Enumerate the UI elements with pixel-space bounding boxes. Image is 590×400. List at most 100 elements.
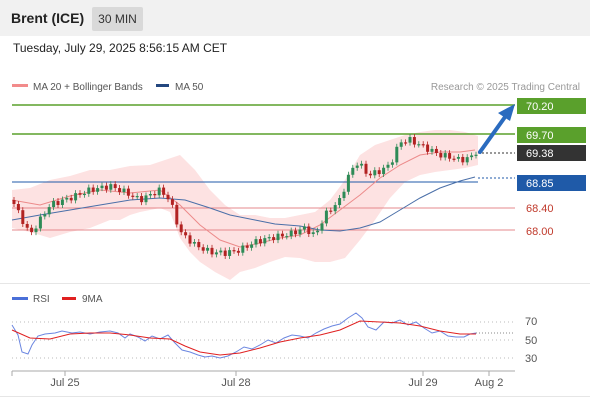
candlesticks: [12, 134, 478, 259]
x-label-jul28: Jul 28: [221, 377, 250, 389]
price-tag-69-70: 69.70: [517, 127, 586, 143]
candle-body: [258, 239, 262, 244]
candle-body: [302, 226, 306, 230]
price-tag-68-85: 68.85: [517, 175, 586, 191]
rsi-legend-swatch: [12, 297, 28, 300]
instrument-title: Brent (ICE): [11, 10, 85, 26]
candle-body: [346, 174, 350, 192]
candle-body: [82, 193, 86, 196]
candle-body: [434, 148, 438, 154]
forecast-arrow-shaft: [478, 115, 507, 154]
candle-body: [166, 194, 170, 200]
credit-text: Research © 2025 Trading Central: [431, 82, 580, 93]
candle-body: [399, 142, 403, 147]
candle-body: [153, 193, 157, 196]
price-label-68-40: 68.40: [526, 203, 554, 215]
candle-body: [289, 230, 293, 237]
svg-text:69.70: 69.70: [526, 130, 554, 142]
candle-body: [38, 216, 42, 229]
candle-body: [78, 193, 82, 195]
candle-body: [320, 223, 324, 231]
candle-body: [162, 187, 166, 195]
candle-body: [47, 207, 51, 215]
candle-body: [25, 223, 29, 228]
ma20-legend-swatch: [12, 84, 28, 87]
candle-body: [56, 201, 60, 206]
svg-text:69.38: 69.38: [526, 148, 554, 160]
candle-body: [272, 237, 276, 241]
candle-body: [219, 250, 223, 253]
candle-body: [452, 158, 456, 160]
candle-body: [474, 154, 478, 156]
candle-body: [104, 185, 108, 190]
candle-body: [241, 245, 245, 253]
price-tag-70-20: 70.20: [517, 98, 586, 114]
candle-body: [390, 162, 394, 165]
candle-body: [324, 210, 328, 224]
interval-selector[interactable]: 30 MIN: [92, 7, 143, 31]
ma50-legend-label: MA 50: [175, 82, 204, 93]
rsi-ma-legend-swatch: [62, 297, 76, 300]
rsi-level-50: 50: [525, 335, 537, 347]
candle-body: [232, 250, 236, 252]
candle-body: [34, 228, 38, 233]
bottom-divider: [0, 396, 590, 397]
candle-body: [456, 156, 460, 159]
candle-body: [96, 188, 100, 192]
candle-body: [250, 244, 254, 248]
svg-text:70.20: 70.20: [526, 101, 554, 113]
candle-body: [192, 242, 196, 244]
candle-body: [298, 229, 302, 235]
candle-body: [245, 245, 249, 248]
candle-body: [184, 232, 188, 236]
candle-body: [360, 163, 364, 166]
ma50-legend-swatch: [156, 84, 169, 87]
candle-body: [276, 233, 280, 241]
candle-body: [197, 242, 201, 248]
candle-body: [135, 196, 139, 198]
chart-header: Brent (ICE) 30 MIN: [0, 0, 590, 36]
candle-body: [443, 153, 447, 158]
candle-body: [333, 205, 337, 212]
candle-body: [461, 156, 465, 163]
candle-body: [470, 155, 474, 158]
candle-body: [294, 230, 298, 235]
x-label-aug2: Aug 2: [475, 377, 504, 389]
rsi-level-70: 70: [525, 316, 537, 328]
forecast-arrow-head: [498, 104, 515, 121]
rsi-line: [11, 312, 477, 359]
candle-body: [12, 200, 16, 204]
candle-body: [280, 233, 284, 237]
svg-text:68.85: 68.85: [526, 178, 554, 190]
candle-body: [254, 239, 258, 245]
candle-body: [465, 157, 469, 163]
ma20-legend-label: MA 20 + Bollinger Bands: [33, 82, 143, 93]
ma20-line: [11, 149, 476, 248]
candle-body: [439, 153, 443, 158]
rsi-legend-label: RSI: [33, 294, 50, 305]
x-label-jul25: Jul 25: [50, 377, 79, 389]
candle-body: [100, 185, 104, 189]
candle-body: [377, 170, 381, 175]
price-tag-69-38: 69.38: [517, 145, 586, 161]
candle-body: [206, 247, 210, 251]
candle-body: [21, 210, 25, 224]
candle-body: [386, 164, 390, 168]
candle-body: [373, 170, 377, 176]
candle-body: [188, 235, 192, 244]
candle-body: [144, 195, 148, 203]
candle-body: [214, 252, 218, 255]
candle-body: [69, 197, 73, 201]
candle-body: [109, 184, 113, 190]
candle-body: [395, 146, 399, 163]
candle-body: [448, 153, 452, 159]
candle-body: [140, 196, 144, 203]
candle-body: [368, 173, 372, 176]
candle-body: [122, 188, 126, 193]
candle-body: [131, 195, 135, 197]
candle-body: [157, 187, 161, 196]
candle-body: [412, 137, 416, 145]
candle-body: [426, 144, 430, 152]
rsi-ma-legend-label: 9MA: [82, 294, 103, 305]
candle-body: [43, 214, 47, 217]
